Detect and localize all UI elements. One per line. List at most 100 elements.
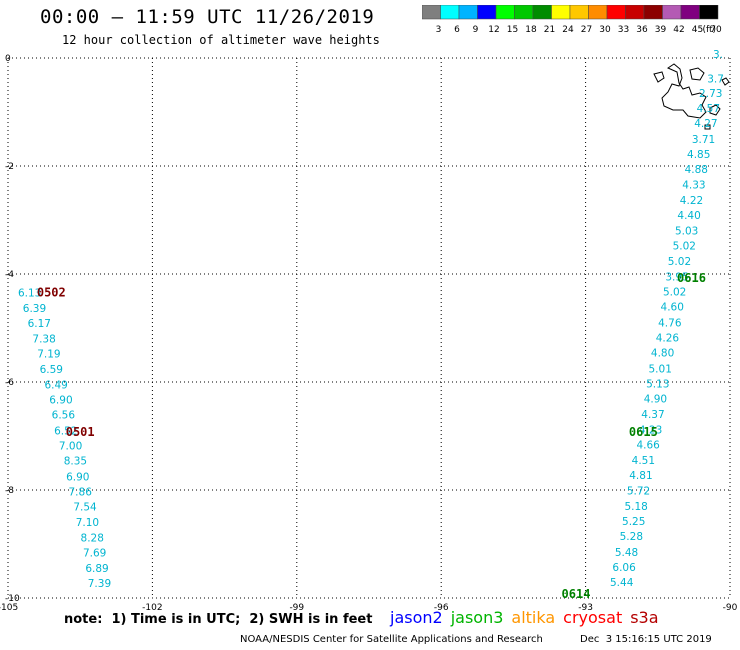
- wave-height-value: 4.90: [644, 394, 667, 406]
- map-subtitle: 12 hour collection of altimeter wave hei…: [62, 33, 380, 47]
- wave-height-value: 5.48: [615, 547, 638, 559]
- colorbar-label: 27: [581, 25, 592, 35]
- wave-height-value: 4.23: [639, 424, 662, 436]
- altimeter-track-west: 6.13 6.39 6.17 7.38 7.19 6.59 6.49 6.90 6.56 6.52…: [18, 286, 111, 591]
- pass-time-label: 0501: [66, 425, 95, 439]
- colorbar-swatch: [699, 5, 719, 20]
- wave-height-value: 4.51: [632, 455, 655, 467]
- pass-time-label: 0616: [677, 271, 706, 285]
- wave-height-value: 6.90: [66, 471, 89, 483]
- lon-tick-label: -93: [578, 603, 593, 610]
- wave-height-value: 4.76: [658, 317, 682, 329]
- legend-cryosat: cryosat: [563, 608, 623, 627]
- wave-height-value: 2.73: [699, 88, 722, 100]
- wave-height-value: 4.40: [677, 210, 700, 222]
- wave-height-value: 5.72: [627, 485, 650, 497]
- lat-tick-label: 0: [5, 54, 11, 64]
- legend-jason3: jason3: [450, 608, 504, 627]
- wave-height-value: 7.86: [69, 486, 93, 498]
- colorbar-label: 70: [710, 25, 722, 35]
- map-title: 00:00 – 11:59 UTC 11/26/2019: [40, 6, 375, 28]
- colorbar-label: 33: [618, 25, 629, 35]
- lat-tick-label: -2: [5, 162, 14, 172]
- wave-height-value: 7.39: [88, 578, 111, 590]
- wave-height-value: 4.27: [694, 118, 717, 130]
- wave-height-value: 7.19: [37, 349, 60, 361]
- wave-height-value: 4.22: [680, 195, 703, 207]
- wave-height-value: 4.57: [697, 103, 720, 115]
- colorbar-label: 12: [488, 25, 499, 35]
- wave-height-value: 3.7: [707, 73, 724, 85]
- wave-height-value: 4.37: [641, 409, 664, 421]
- wave-height-value: 5.02: [668, 256, 691, 268]
- wave-height-value: 4.26: [656, 333, 680, 345]
- wave-height-map: -105 -102 -99 -96 -93 -90 0 -2 -4 -6 -8 -10 6.13 6.39…: [0, 49, 738, 610]
- colorbar-label: 36: [636, 25, 648, 35]
- wave-height-value: 5.28: [620, 531, 643, 543]
- wave-height-value: 7.10: [76, 517, 99, 529]
- wave-height-value: 6.59: [40, 364, 63, 376]
- wave-height-value: 4.88: [685, 164, 708, 176]
- lon-tick-label: -102: [142, 603, 162, 610]
- generated-timestamp: Dec 3 15:16:15 UTC 2019: [580, 634, 712, 645]
- galapagos-islands: [653, 63, 730, 130]
- wave-height-value: 6.39: [23, 303, 46, 315]
- wave-height-value: 3.: [713, 49, 723, 61]
- wave-height-value: 6.13: [18, 288, 41, 300]
- wave-height-value: 4.80: [651, 348, 674, 360]
- colorbar-label: 24: [562, 25, 574, 35]
- credit-text: NOAA/NESDIS Center for Satellite Applica…: [240, 634, 543, 645]
- colorbar-label: 9: [473, 25, 479, 35]
- legend-jason2: jason2: [390, 608, 443, 627]
- wave-height-value: 6.06: [612, 562, 636, 574]
- wave-height-value: 8.35: [64, 456, 87, 468]
- wave-height-value: 3.95: [665, 271, 688, 283]
- lat-tick-label: -8: [5, 486, 14, 496]
- wave-height-value: 4.85: [687, 149, 710, 161]
- colorbar-label: 21: [544, 25, 555, 35]
- wave-height-value: 4.60: [661, 302, 684, 314]
- legend-s3a: s3a: [630, 608, 659, 627]
- wave-height-value: 5.44: [610, 577, 634, 589]
- colorbar-label: 45: [692, 25, 703, 35]
- wave-height-value: 6.52: [54, 425, 77, 437]
- colorbar-label: 18: [525, 25, 537, 35]
- altimeter-track-east: 3. 3.7 2.73 4.57 4.27 3.71 4.85 4.88 4.33 4.22 4.4…: [562, 49, 724, 601]
- wave-height-value: 6.17: [28, 318, 51, 330]
- colorbar-label: 15: [507, 25, 518, 35]
- lon-tick-label: -99: [289, 603, 304, 610]
- wave-height-value: 8.28: [81, 532, 104, 544]
- colorbar-label: 6: [454, 25, 460, 35]
- wave-height-value: 5.18: [624, 501, 647, 513]
- color-scale-legend: 3 6 9 12 15 18 21 24 27 30 33 36 39 42 45 70(ft): [422, 5, 722, 35]
- lon-tick-label: -105: [0, 603, 18, 610]
- wave-height-value: 7.69: [83, 547, 106, 559]
- pass-time-label: 0615: [629, 425, 658, 439]
- wave-height-value: 5.25: [622, 516, 645, 528]
- wave-height-value: 5.13: [646, 378, 669, 390]
- wave-height-value: 6.89: [85, 563, 108, 575]
- wave-height-value: 4.33: [682, 180, 705, 192]
- wave-height-value: 5.02: [673, 241, 696, 253]
- legend-altika: altika: [511, 608, 556, 627]
- wave-height-value: 4.81: [629, 470, 652, 482]
- wave-height-value: 5.01: [649, 363, 672, 375]
- colorbar-label: 42: [673, 25, 684, 35]
- colorbar-label: 3: [436, 25, 442, 35]
- colorbar-label: 30: [599, 25, 611, 35]
- wave-height-value: 4.66: [636, 439, 660, 451]
- pass-time-label: 0614: [562, 587, 591, 601]
- lat-tick-label: -4: [5, 270, 14, 280]
- lon-tick-label: -90: [723, 603, 738, 610]
- lon-tick-label: -96: [434, 603, 449, 610]
- wave-height-value: 7.54: [73, 502, 97, 514]
- colorbar-label: 39: [655, 25, 667, 35]
- wave-height-value: 3.71: [692, 134, 715, 146]
- wave-height-value: 6.49: [44, 379, 67, 391]
- wave-height-value: 7.00: [59, 441, 82, 453]
- lat-tick-label: -6: [5, 378, 14, 388]
- lat-tick-label: -10: [5, 594, 20, 604]
- wave-height-value: 5.03: [675, 226, 698, 238]
- wave-height-value: 6.90: [49, 395, 72, 407]
- footnote: note: 1) Time is in UTC; 2) SWH is in fe…: [64, 612, 373, 627]
